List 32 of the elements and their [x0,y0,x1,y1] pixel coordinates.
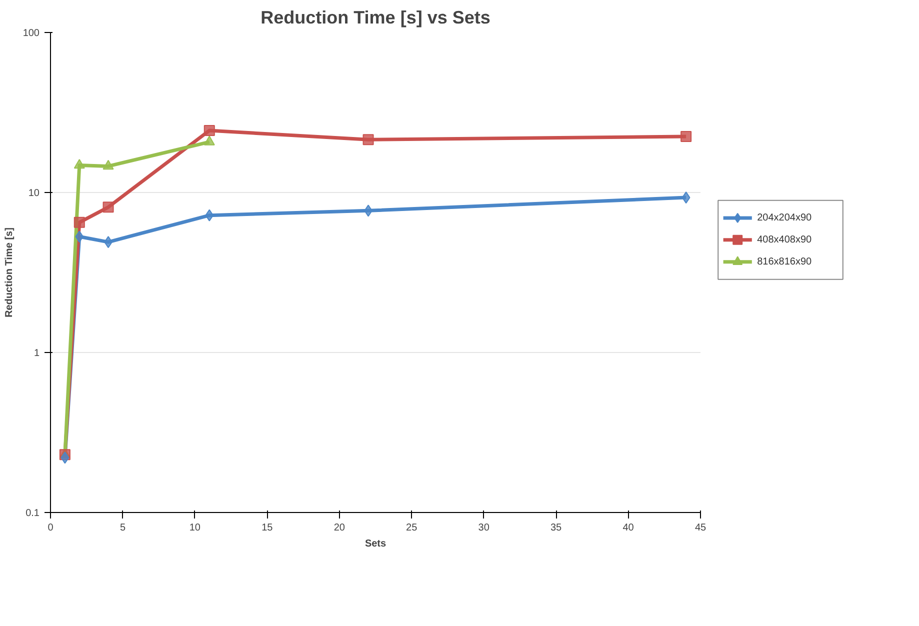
point [204,125,215,136]
chart-title: Reduction Time [s] vs Sets [260,8,490,28]
point [680,130,692,142]
point [75,230,84,243]
y-axis-title: Reduction Time [s] [4,228,15,318]
y-tick-label: 10 [28,188,40,199]
x-tick-label: 10 [189,522,201,534]
x-tick-label: 20 [334,522,346,534]
x-tick-label: 0 [48,522,54,534]
x-tick-label: 25 [406,522,418,534]
point [682,192,690,204]
point [362,134,374,146]
x-axis-title: Sets [364,538,386,550]
point [60,452,70,464]
legend-label: 816x816x90 [757,256,812,268]
x-tick-label: 15 [262,522,274,534]
x-tick-label: 45 [694,522,706,534]
point [74,158,85,169]
y-tick-label: 1 [34,348,40,359]
x-tick-label: 30 [478,522,490,534]
legend-label: 204x204x90 [757,212,812,224]
x-tick-label: 5 [120,522,126,534]
x-tick-label: 35 [550,522,562,534]
point [102,160,114,170]
point [204,136,215,146]
legend-label: 408x408x90 [757,234,812,246]
point [102,202,114,213]
point [74,216,85,228]
point [205,209,214,222]
x-tick-label: 40 [622,522,634,534]
y-tick-label: 100 [22,28,40,39]
y-tick-label: 0.1 [26,508,40,519]
